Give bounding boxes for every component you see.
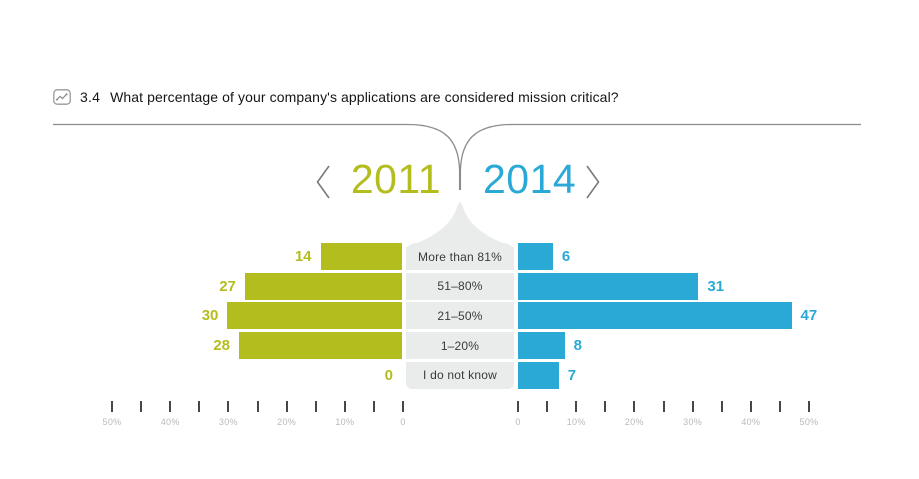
bars-2014-zone: 6 [518, 243, 919, 270]
axis-tick [111, 401, 113, 412]
axis-tick [169, 401, 172, 412]
bars-2014-zone: 8 [518, 332, 919, 360]
value-2011: 14 [294, 248, 312, 265]
chevron-right-icon[interactable] [584, 164, 602, 200]
question-text: What percentage of your company's applic… [110, 89, 619, 105]
value-2011: 27 [219, 277, 236, 295]
chart-row: 30 21–50% 47 [0, 302, 919, 330]
axis-tick-label: 30% [218, 417, 238, 427]
chevron-left-icon[interactable] [314, 164, 332, 200]
axis-tick [662, 401, 665, 412]
axis-tick [720, 401, 723, 412]
year-label-2014: 2014 [483, 156, 577, 202]
axis-tick [314, 401, 317, 412]
bar-2014 [518, 302, 792, 330]
category-label: More than 81% [406, 243, 514, 270]
category-label: 51–80% [406, 272, 514, 300]
axis-tick [778, 401, 781, 412]
bar-2014 [518, 243, 553, 270]
bar-2014 [518, 361, 559, 389]
bars-2014-zone: 47 [518, 302, 919, 330]
category-label: I do not know [406, 361, 514, 389]
axis-2011: 50% 40% 30% 20% 10% 0 [103, 401, 406, 431]
category-label: 21–50% [406, 302, 514, 330]
bar-2011 [244, 272, 402, 300]
bar-2011 [239, 332, 402, 360]
bars-2014-zone: 31 [518, 272, 919, 300]
axis-tick [517, 401, 519, 412]
question-header: 3.4 What percentage of your company's ap… [53, 89, 619, 105]
question-number: 3.4 [80, 89, 101, 105]
value-2014: 6 [561, 248, 571, 265]
axis-tick [691, 401, 694, 412]
bars-2011-zone: 27 [0, 272, 402, 300]
axis-tick-label: 40% [741, 417, 761, 427]
line-chart-icon [53, 89, 71, 105]
axis-tick [633, 401, 636, 412]
year-label-2011: 2011 [350, 156, 441, 202]
category-label: 1–20% [406, 332, 514, 360]
axis-tick-label: 30% [683, 417, 703, 427]
axis-tick-label: 20% [277, 417, 297, 427]
chart-row: 0 I do not know 7 [0, 361, 919, 389]
value-2014: 47 [800, 307, 818, 325]
axis-tick [604, 401, 607, 412]
bars-2011-zone: 0 [0, 362, 402, 389]
axis-tick [575, 401, 578, 412]
value-2011: 28 [213, 337, 230, 355]
axis-tick [343, 401, 346, 412]
axis-tick [198, 401, 201, 412]
axis-tick-label: 0 [515, 417, 521, 427]
axis-tick-label: 50% [799, 417, 819, 427]
axis-tick [285, 401, 288, 412]
axis-tick [546, 401, 549, 412]
bars-2011-zone: 14 [0, 243, 402, 270]
value-2014: 7 [567, 366, 577, 384]
axis-tick [372, 401, 375, 412]
axis-tick [140, 401, 143, 412]
axis-tick [808, 401, 810, 412]
value-2011: 30 [201, 307, 219, 325]
chart-row: 28 1–20% 8 [0, 332, 919, 360]
value-2011: 0 [384, 366, 393, 384]
value-2014: 8 [573, 337, 582, 355]
axis-tick-label: 10% [566, 417, 586, 427]
axis-tick [402, 401, 404, 412]
value-2014: 31 [707, 277, 725, 295]
bar-2014 [518, 272, 699, 300]
bars-2014-zone: 7 [518, 361, 919, 389]
axis-tick [749, 401, 752, 412]
axis-tick [227, 401, 230, 412]
axis-tick-label: 50% [102, 417, 122, 427]
bar-2014 [518, 332, 565, 360]
axis-tick-label: 40% [160, 417, 180, 427]
axis-tick-label: 0 [400, 417, 406, 427]
bars-2011-zone: 30 [0, 302, 402, 330]
bar-2011 [320, 243, 402, 270]
chart-row: 27 51–80% 31 [0, 272, 919, 300]
bars-2011-zone: 28 [0, 332, 402, 360]
chart-row: 14 More than 81% 6 [0, 243, 919, 270]
bar-2011 [227, 302, 402, 330]
axis-tick-label: 10% [335, 417, 355, 427]
axis-tick [256, 401, 259, 412]
axis-2014: 0 10% 20% 30% 40% 50% [515, 401, 818, 431]
axis-tick-label: 20% [624, 417, 644, 427]
